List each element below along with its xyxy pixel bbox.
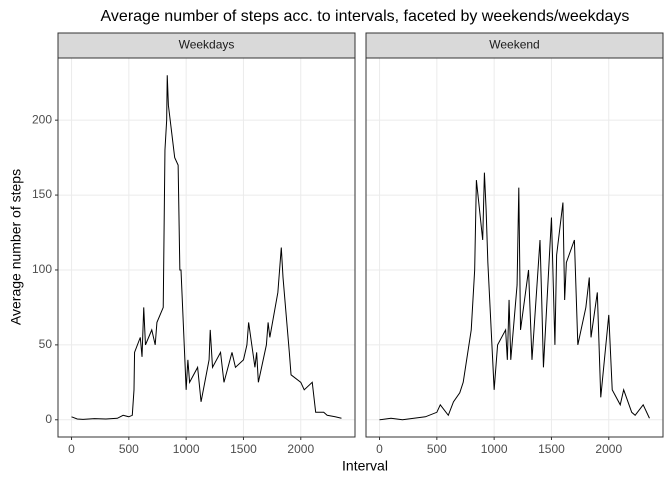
panel: [366, 58, 663, 437]
strip: [57, 32, 356, 59]
x-tick-label: 500: [427, 442, 447, 456]
x-tick-label: 1000: [173, 442, 200, 456]
y-tick-label: 100: [32, 262, 52, 276]
y-tick-label: 0: [45, 412, 52, 426]
x-tick-label: 2000: [287, 442, 314, 456]
y-tick-label: 150: [32, 187, 52, 201]
chart-title: Average number of steps acc. to interval…: [101, 8, 630, 25]
x-tick-label: 500: [119, 442, 139, 456]
x-tick-label: 1500: [230, 442, 257, 456]
x-tick-label: 0: [68, 442, 75, 456]
panel: [58, 58, 355, 437]
data-line: [379, 172, 650, 421]
strip-label: Weekend: [489, 38, 539, 52]
panel-border: [365, 57, 664, 438]
data-line: [71, 75, 342, 420]
x-tick-label: 1500: [538, 442, 565, 456]
x-tick-label: 2000: [595, 442, 622, 456]
x-axis-label: Interval: [342, 458, 388, 474]
x-tick-label: 0: [376, 442, 383, 456]
strip-label: Weekdays: [179, 38, 235, 52]
strip: [365, 32, 664, 59]
y-axis-label: Average number of steps: [8, 169, 24, 325]
y-tick-label: 200: [32, 112, 52, 126]
x-tick-label: 1000: [481, 442, 508, 456]
panel-border: [57, 57, 356, 438]
y-tick-label: 50: [39, 337, 53, 351]
